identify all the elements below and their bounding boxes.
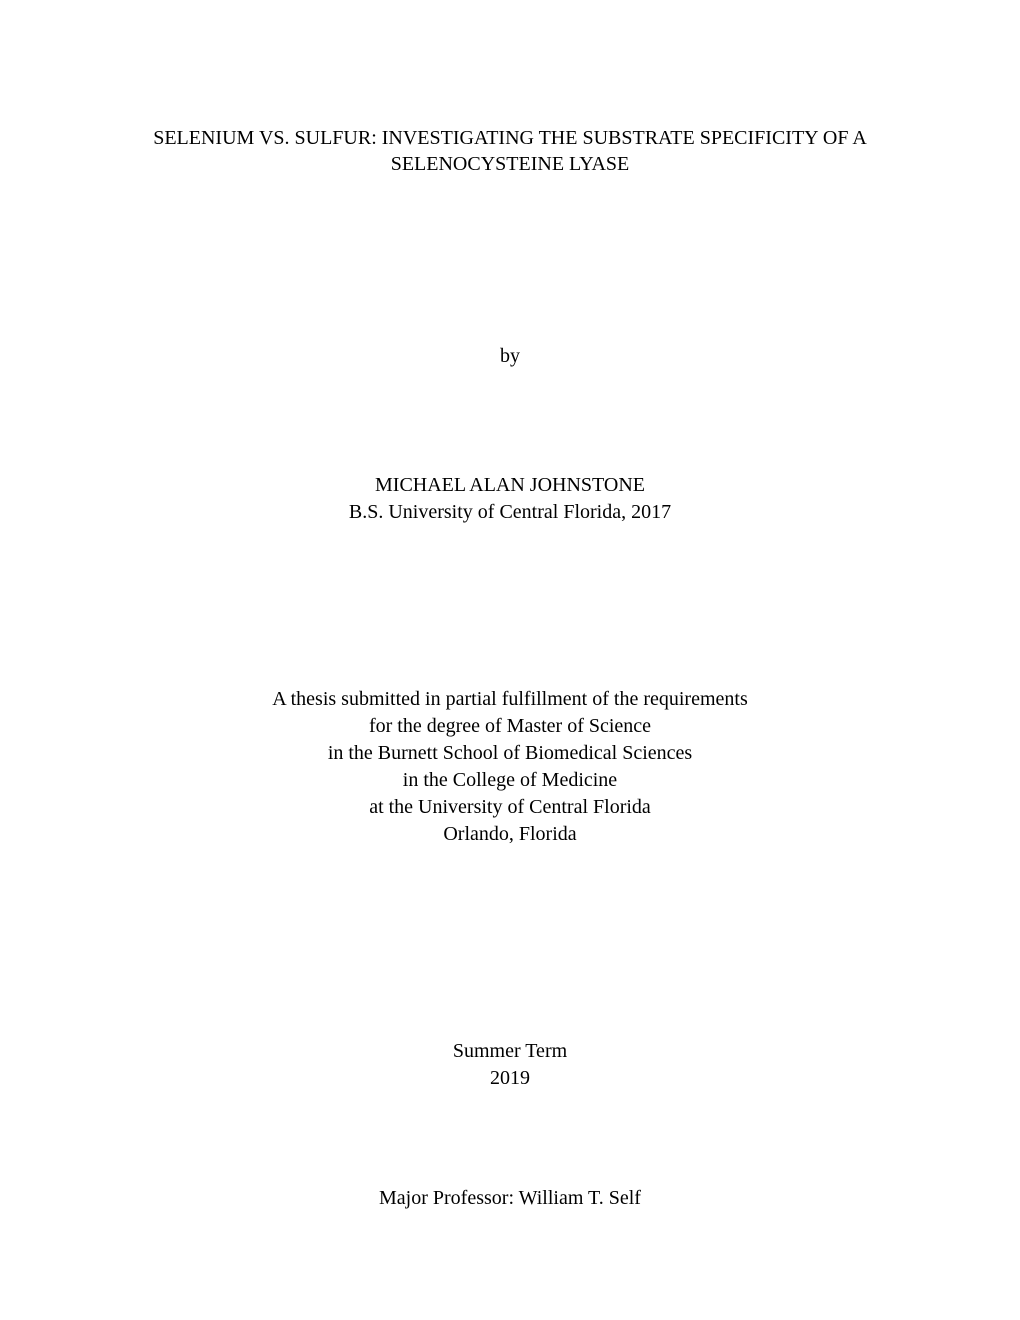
author-block: MICHAEL ALAN JOHNSTONE B.S. University o… <box>128 472 892 526</box>
term-season: Summer Term <box>128 1038 892 1065</box>
author-name: MICHAEL ALAN JOHNSTONE <box>128 472 892 499</box>
by-label: by <box>128 345 892 368</box>
thesis-line-1: A thesis submitted in partial fulfillmen… <box>128 686 892 713</box>
thesis-line-5: at the University of Central Florida <box>128 794 892 821</box>
term-year: 2019 <box>128 1065 892 1092</box>
thesis-statement: A thesis submitted in partial fulfillmen… <box>128 686 892 848</box>
thesis-line-6: Orlando, Florida <box>128 821 892 848</box>
thesis-line-2: for the degree of Master of Science <box>128 713 892 740</box>
advisor: Major Professor: William T. Self <box>128 1187 892 1210</box>
thesis-title: SELENIUM VS. SULFUR: INVESTIGATING THE S… <box>128 125 892 177</box>
thesis-line-3: in the Burnett School of Biomedical Scie… <box>128 740 892 767</box>
title-line-2: SELENOCYSTEINE LYASE <box>128 151 892 177</box>
title-line-1: SELENIUM VS. SULFUR: INVESTIGATING THE S… <box>128 125 892 151</box>
thesis-line-4: in the College of Medicine <box>128 767 892 794</box>
thesis-title-page: SELENIUM VS. SULFUR: INVESTIGATING THE S… <box>0 0 1020 1310</box>
author-credential: B.S. University of Central Florida, 2017 <box>128 499 892 526</box>
term-block: Summer Term 2019 <box>128 1038 892 1092</box>
